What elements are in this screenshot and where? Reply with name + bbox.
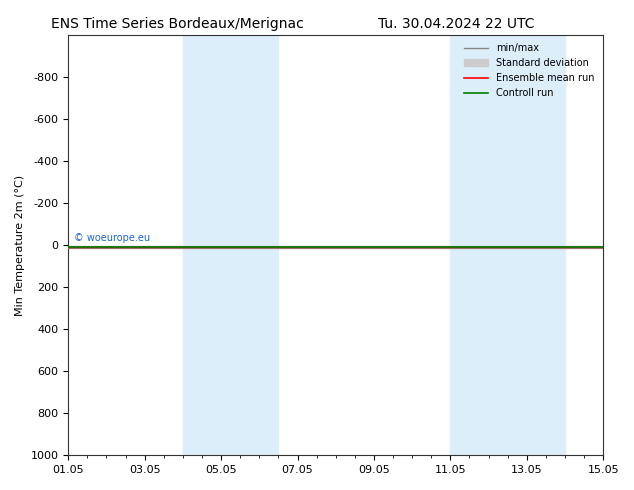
Legend: min/max, Standard deviation, Ensemble mean run, Controll run: min/max, Standard deviation, Ensemble me… bbox=[460, 40, 598, 102]
Y-axis label: Min Temperature 2m (°C): Min Temperature 2m (°C) bbox=[15, 174, 25, 316]
Bar bbox=[450, 35, 565, 455]
Bar bbox=[183, 35, 278, 455]
Text: ENS Time Series Bordeaux/Merignac: ENS Time Series Bordeaux/Merignac bbox=[51, 17, 304, 31]
Text: © woeurope.eu: © woeurope.eu bbox=[74, 233, 150, 243]
Text: Tu. 30.04.2024 22 UTC: Tu. 30.04.2024 22 UTC bbox=[378, 17, 534, 31]
